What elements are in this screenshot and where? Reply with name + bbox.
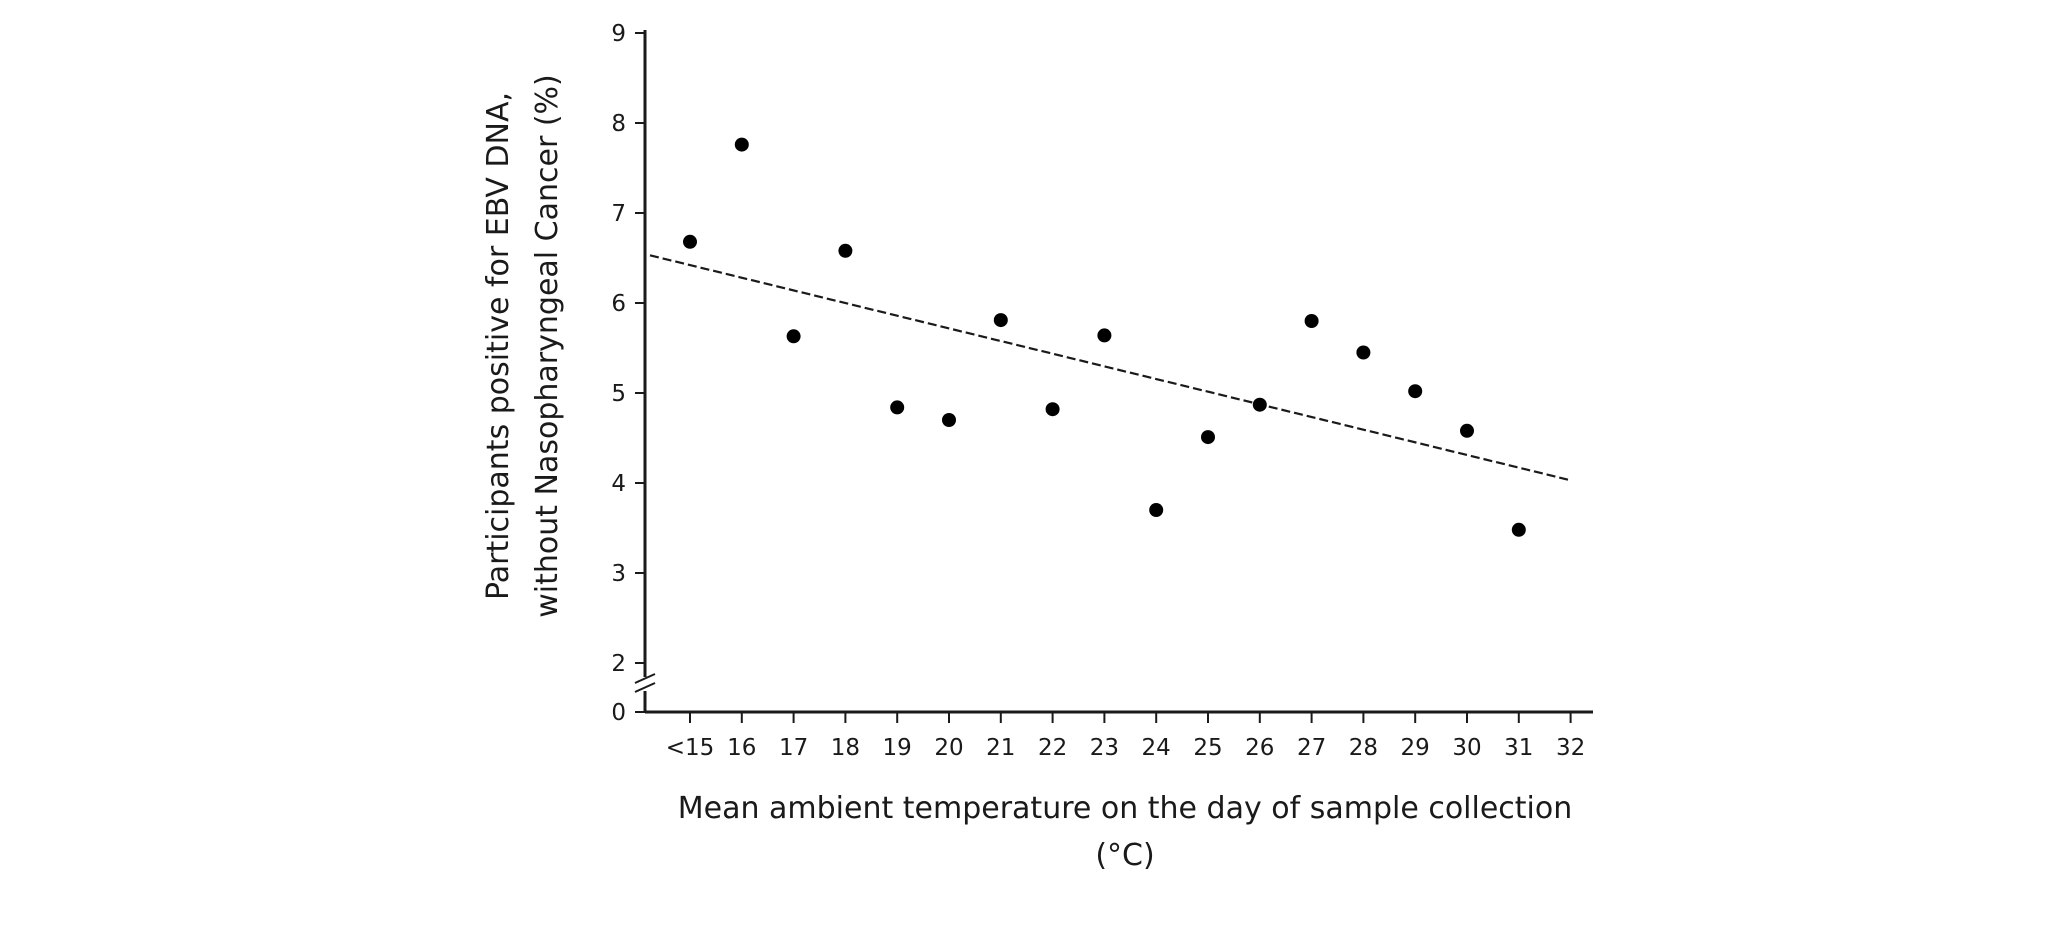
x-tick-label: 27	[1297, 735, 1326, 761]
data-point	[993, 313, 1008, 328]
x-tick-label: 32	[1556, 735, 1585, 761]
y-tick-label: 6	[611, 291, 626, 317]
x-tick-label: 29	[1401, 735, 1430, 761]
data-point	[1304, 314, 1319, 328]
data-point	[1356, 345, 1371, 360]
x-tick-label: 17	[779, 735, 808, 761]
y-axis-break-mark	[634, 673, 656, 684]
data-point	[1149, 503, 1164, 517]
x-tick-label: 19	[883, 735, 912, 761]
data-point	[942, 413, 956, 427]
x-tick-label: 23	[1090, 735, 1119, 761]
data-point	[1097, 328, 1112, 343]
y-tick-label: 2	[611, 651, 626, 677]
x-tick-label: 24	[1142, 735, 1171, 761]
y-axis-title: Participants positive for EBV DNA,	[481, 92, 516, 600]
data-point	[1511, 522, 1526, 537]
y-tick-label: 5	[611, 381, 626, 407]
y-axis-title: without Nasopharyngeal Cancer (%)	[530, 74, 565, 618]
x-tick-label: 22	[1038, 735, 1067, 761]
data-point	[1408, 384, 1423, 399]
y-tick-label: 7	[611, 201, 626, 227]
data-point	[1460, 423, 1474, 438]
x-axis-title: Mean ambient temperature on the day of s…	[678, 791, 1573, 826]
x-axis-title: (°C)	[1095, 838, 1154, 873]
y-tick-label: 8	[611, 111, 626, 137]
x-tick-label: 21	[986, 735, 1015, 761]
y-axis-break-mark	[634, 682, 656, 693]
x-tick-label: 30	[1452, 735, 1481, 761]
y-tick-label: 0	[611, 700, 626, 726]
data-point	[838, 243, 853, 258]
x-tick-label: 16	[727, 735, 756, 761]
data-point	[683, 234, 697, 249]
x-tick-label: 25	[1193, 735, 1222, 761]
data-point	[786, 329, 801, 344]
x-tick-label: 31	[1504, 735, 1533, 761]
y-tick-label: 4	[611, 471, 626, 497]
trend-line	[649, 254, 1571, 482]
y-tick-label: 3	[611, 561, 626, 587]
x-tick-label: 26	[1245, 735, 1274, 761]
x-tick-label: 28	[1349, 735, 1378, 761]
data-point	[734, 137, 749, 152]
x-tick-label: <15	[666, 735, 715, 761]
data-point	[1201, 430, 1215, 445]
y-tick-label: 9	[611, 21, 626, 47]
x-tick-label: 18	[831, 735, 860, 761]
data-point	[1045, 402, 1060, 417]
x-tick-label: 20	[934, 735, 963, 761]
data-point	[1252, 397, 1267, 412]
data-point	[890, 400, 905, 415]
